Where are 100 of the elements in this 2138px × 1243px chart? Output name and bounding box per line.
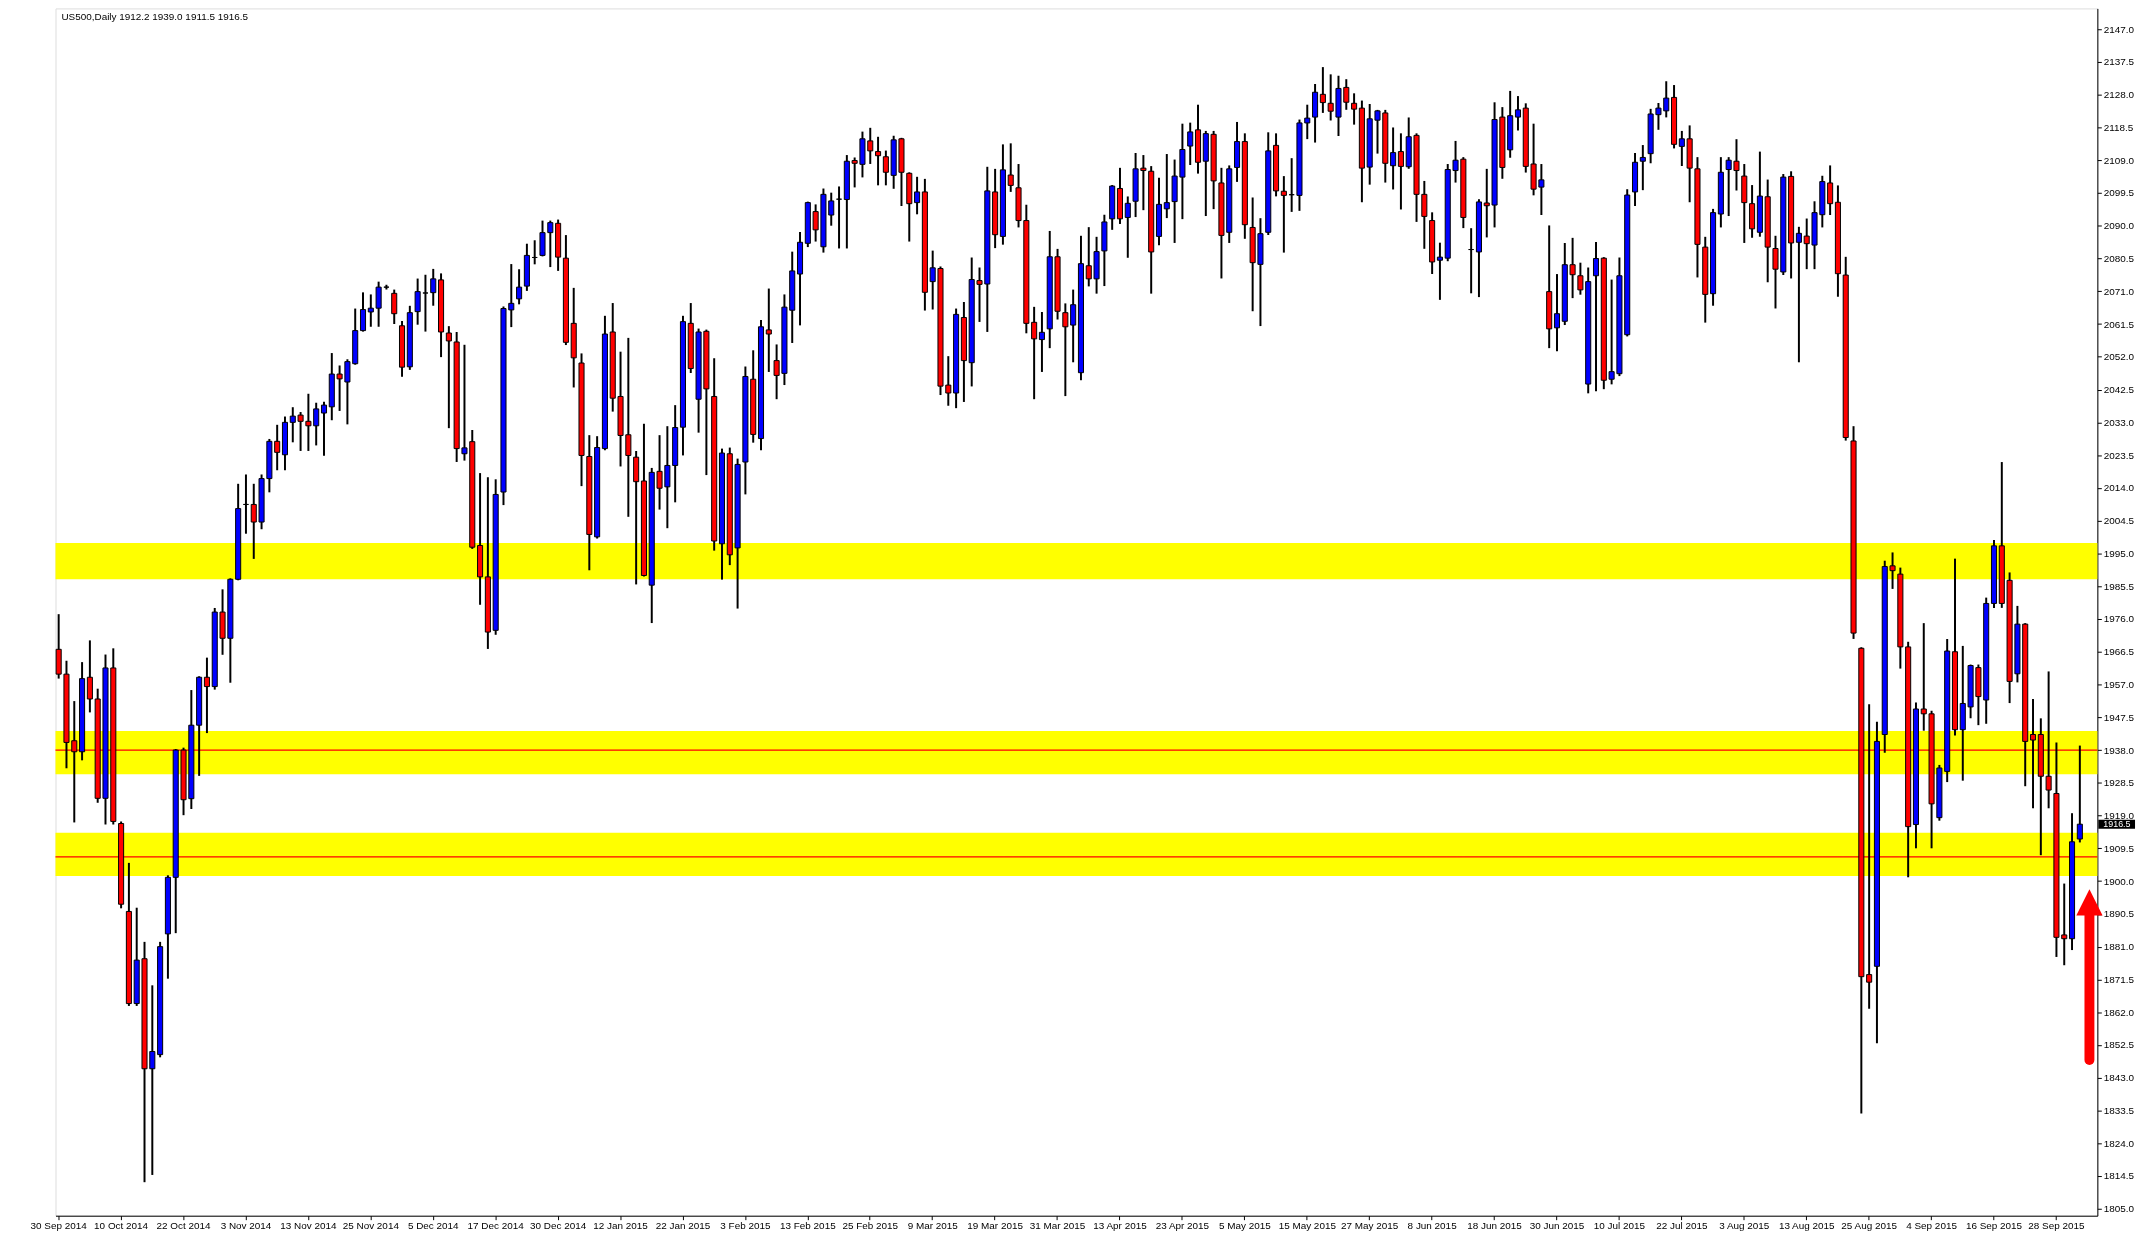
x-tick-label: 15 May 2015 (1278, 1220, 1337, 1232)
candlestick (414, 278, 421, 325)
x-tick-label: 17 Dec 2014 (467, 1220, 525, 1232)
candlestick (1038, 312, 1045, 372)
y-tick-label: 2080.5 (2103, 252, 2135, 264)
x-tick-label: 3 Aug 2015 (1719, 1220, 1770, 1232)
candlestick (1187, 122, 1194, 165)
x-tick-label: 3 Nov 2014 (220, 1220, 272, 1232)
x-tick-label: 25 Feb 2015 (842, 1220, 899, 1232)
candlestick (1351, 93, 1358, 125)
candlestick (320, 401, 328, 456)
y-tick-label: 2033.0 (2103, 416, 2135, 428)
candlestick (391, 289, 398, 324)
candlestick (359, 292, 367, 332)
candlestick (2076, 745, 2083, 843)
candlestick (1280, 176, 1287, 253)
x-tick-label: 23 Apr 2015 (1155, 1220, 1210, 1232)
x-tick-label: 22 Oct 2014 (156, 1220, 211, 1232)
candlestick (1592, 241, 1600, 392)
candlestick (1639, 145, 1646, 191)
y-tick-label: 1985.5 (2103, 580, 2135, 592)
y-tick-label: 2147.0 (2103, 23, 2135, 35)
candlestick (765, 288, 772, 372)
x-tick-label: 27 May 2015 (1341, 1220, 1399, 1232)
y-tick-label: 2128.0 (2103, 89, 2135, 101)
x-tick-label: 30 Dec 2014 (530, 1220, 587, 1232)
y-tick-label: 1995.0 (2103, 547, 2135, 559)
y-tick-label: 1852.5 (2103, 1039, 2135, 1051)
candlestick (1163, 154, 1170, 219)
x-tick-label: 13 Aug 2015 (1778, 1220, 1836, 1232)
y-tick-label: 1928.5 (2103, 777, 2135, 789)
x-tick-label: 10 Oct 2014 (94, 1220, 149, 1232)
candlestick (875, 136, 882, 186)
y-tick-label: 2052.0 (2103, 351, 2135, 363)
y-tick-label: 2014.0 (2103, 482, 2135, 494)
y-tick-label: 1966.5 (2103, 646, 2135, 658)
y-tick-label: 2118.5 (2103, 121, 2134, 133)
y-tick-label: 2061.5 (2103, 318, 2135, 330)
y-tick-label: 2099.5 (2103, 187, 2135, 199)
x-tick-label: 5 May 2015 (1218, 1220, 1272, 1232)
y-tick-label: 1862.0 (2103, 1006, 2135, 1018)
y-tick-label: 1938.0 (2103, 744, 2135, 756)
candlestick (1436, 242, 1443, 300)
y-tick-label: 1871.5 (2103, 973, 2135, 985)
y-tick-label: 1919.0 (2103, 810, 2135, 822)
x-tick-label: 10 Jul 2015 (1593, 1220, 1646, 1232)
x-tick-label: 3 Feb 2015 (720, 1220, 771, 1232)
candlestick (1124, 196, 1131, 258)
x-tick-label: 18 Jun 2015 (1467, 1220, 1523, 1232)
candlestick (1319, 67, 1326, 113)
candlestick (1514, 96, 1522, 131)
candlestick (1553, 274, 1561, 352)
candlestick (1795, 226, 1802, 363)
x-tick-label: 12 Jan 2015 (593, 1220, 649, 1232)
candlestick (430, 268, 437, 306)
x-tick-label: 5 Dec 2014 (407, 1220, 460, 1232)
x-tick-label: 19 Mar 2015 (967, 1220, 1024, 1232)
x-tick-label: 13 Nov 2014 (280, 1220, 337, 1232)
x-tick-label: 25 Nov 2014 (342, 1220, 400, 1232)
y-tick-label: 2071.0 (2103, 285, 2135, 297)
y-tick-label: 2137.5 (2103, 56, 2135, 68)
y-tick-label: 1814.5 (2103, 1170, 2135, 1182)
y-tick-label: 2004.5 (2103, 515, 2135, 527)
x-tick-label: 13 Apr 2015 (1093, 1220, 1148, 1232)
x-tick-label: 28 Sep 2015 (2028, 1220, 2086, 1232)
y-tick-label: 2023.5 (2103, 449, 2135, 461)
y-tick-label: 1890.5 (2103, 908, 2135, 920)
x-tick-label: 8 Jun 2015 (1407, 1220, 1458, 1232)
y-tick-label: 1805.0 (2103, 1203, 2135, 1215)
candlestick (914, 176, 921, 215)
y-tick-label: 2090.0 (2103, 220, 2135, 232)
y-tick-label: 1947.5 (2103, 711, 2135, 723)
candlestick (203, 657, 210, 734)
y-tick-label: 2109.0 (2103, 154, 2135, 166)
y-tick-label: 1843.0 (2103, 1072, 2135, 1084)
y-tick-label: 1824.0 (2103, 1137, 2135, 1149)
candlestick (1397, 133, 1404, 210)
candlestick (516, 269, 523, 305)
candlestick (1007, 143, 1014, 192)
candlestick (422, 274, 429, 332)
x-tick-label: 22 Jan 2015 (655, 1220, 711, 1232)
y-tick-label: 1957.0 (2103, 678, 2135, 690)
chart-title: US500,Daily 1912.2 1939.0 1911.5 1916.5 (61, 11, 249, 23)
candlestick (1390, 127, 1397, 190)
x-tick-label: 25 Aug 2015 (1841, 1220, 1898, 1232)
y-tick-label: 1976.0 (2103, 613, 2135, 625)
y-tick-label: 2042.5 (2103, 384, 2135, 396)
x-tick-label: 30 Jun 2015 (1529, 1220, 1585, 1232)
x-tick-label: 30 Sep 2014 (30, 1220, 88, 1232)
x-tick-label: 22 Jul 2015 (1656, 1220, 1708, 1232)
text: 1916.5 (2103, 819, 2131, 830)
x-tick-label: 31 Mar 2015 (1029, 1220, 1086, 1232)
x-tick-label: 9 Mar 2015 (907, 1220, 959, 1232)
y-tick-label: 1900.0 (2103, 875, 2135, 887)
x-tick-label: 4 Sep 2015 (1906, 1220, 1958, 1232)
y-tick-label: 1833.5 (2103, 1104, 2135, 1116)
y-tick-label: 1909.5 (2103, 842, 2135, 854)
x-tick-label: 16 Sep 2015 (1965, 1220, 2023, 1232)
candlestick (383, 284, 390, 290)
x-tick-label: 13 Feb 2015 (780, 1220, 837, 1232)
